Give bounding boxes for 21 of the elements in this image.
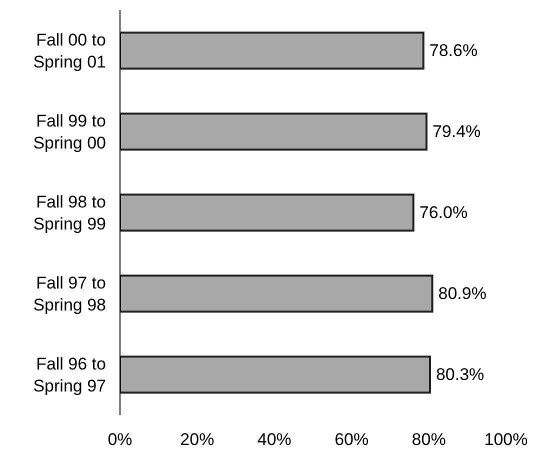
y-tick-label: Fall 98 to Spring 99 [33, 192, 106, 233]
x-tick-label: 100% [484, 430, 528, 450]
bar [120, 194, 414, 232]
x-tick-label: 60% [334, 430, 369, 450]
y-tick-label: Fall 96 to Spring 97 [33, 354, 106, 395]
x-tick-label: 40% [257, 430, 292, 450]
data-label: 80.9% [438, 284, 486, 304]
bar [120, 32, 424, 70]
bar [120, 112, 428, 151]
data-label: 78.6% [429, 41, 478, 60]
x-tick-label: 0% [108, 430, 132, 450]
data-label: 80.3% [436, 365, 484, 384]
y-tick-label: Fall 97 to Spring 98 [33, 273, 106, 314]
y-tick-label: Fall 00 to Spring 01 [33, 30, 106, 71]
data-label: 76.0% [419, 203, 468, 222]
data-label: 79.4% [432, 122, 481, 142]
x-tick-label: 20% [180, 430, 214, 450]
x-tick-label: 80% [412, 430, 446, 450]
bar [120, 356, 431, 394]
bar [120, 274, 434, 313]
y-tick-label: Fall 99 to Spring 00 [33, 111, 106, 152]
